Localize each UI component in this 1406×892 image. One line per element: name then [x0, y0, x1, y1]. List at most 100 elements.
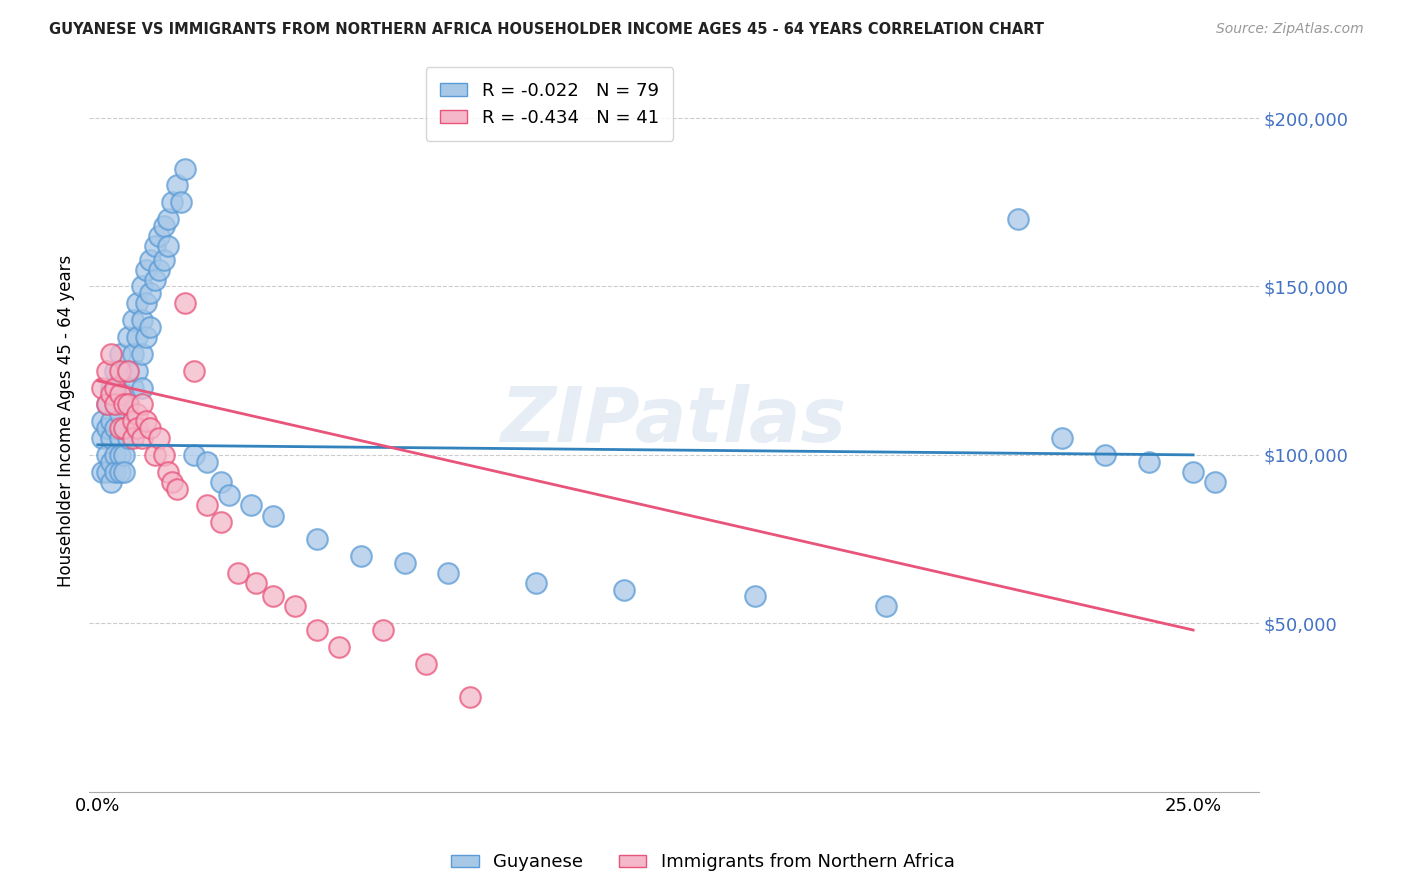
Point: [108, 387, 131, 401]
Point: [104, 397, 127, 411]
Point: [100, 475, 122, 489]
Point: [96, 448, 118, 462]
Point: [112, 465, 135, 479]
Point: [108, 431, 131, 445]
Point: [131, 347, 153, 361]
Point: [156, 239, 179, 253]
Point: [284, 599, 307, 614]
Point: [209, 475, 232, 489]
Point: [1007, 212, 1029, 227]
Point: [131, 397, 153, 411]
Point: [245, 575, 267, 590]
Point: [218, 488, 240, 502]
Point: [328, 640, 350, 654]
Point: [127, 330, 149, 344]
Point: [112, 421, 135, 435]
Point: [139, 286, 162, 301]
Point: [104, 421, 127, 435]
Point: [139, 252, 162, 267]
Point: [524, 575, 547, 590]
Point: [394, 556, 416, 570]
Point: [104, 448, 127, 462]
Y-axis label: Householder Income Ages 45 - 64 years: Householder Income Ages 45 - 64 years: [58, 255, 75, 587]
Point: [117, 330, 139, 344]
Point: [122, 313, 145, 327]
Point: [371, 623, 394, 637]
Point: [875, 599, 897, 614]
Point: [96, 421, 118, 435]
Point: [305, 623, 328, 637]
Point: [143, 239, 166, 253]
Point: [108, 347, 131, 361]
Point: [91, 465, 114, 479]
Text: GUYANESE VS IMMIGRANTS FROM NORTHERN AFRICA HOUSEHOLDER INCOME AGES 45 - 64 YEAR: GUYANESE VS IMMIGRANTS FROM NORTHERN AFR…: [49, 22, 1045, 37]
Point: [104, 397, 127, 411]
Point: [108, 421, 131, 435]
Point: [117, 364, 139, 378]
Point: [117, 397, 139, 411]
Point: [96, 397, 118, 411]
Point: [135, 262, 157, 277]
Point: [195, 499, 218, 513]
Point: [91, 431, 114, 445]
Point: [127, 296, 149, 310]
Point: [183, 364, 205, 378]
Point: [195, 454, 218, 468]
Point: [135, 330, 157, 344]
Point: [104, 380, 127, 394]
Point: [91, 380, 114, 394]
Point: [148, 229, 170, 244]
Point: [122, 380, 145, 394]
Point: [744, 590, 766, 604]
Point: [156, 212, 179, 227]
Point: [226, 566, 249, 580]
Point: [170, 195, 193, 210]
Point: [152, 252, 174, 267]
Point: [135, 296, 157, 310]
Point: [117, 364, 139, 378]
Point: [131, 431, 153, 445]
Point: [143, 273, 166, 287]
Point: [112, 421, 135, 435]
Point: [122, 431, 145, 445]
Point: [112, 397, 135, 411]
Point: [112, 448, 135, 462]
Point: [96, 364, 118, 378]
Point: [100, 347, 122, 361]
Point: [100, 431, 122, 445]
Point: [166, 178, 188, 193]
Point: [1137, 454, 1160, 468]
Point: [350, 549, 373, 563]
Point: [162, 195, 184, 210]
Point: [104, 364, 127, 378]
Point: [100, 414, 122, 428]
Point: [174, 161, 197, 176]
Point: [127, 408, 149, 422]
Legend: Guyanese, Immigrants from Northern Africa: Guyanese, Immigrants from Northern Afric…: [444, 847, 962, 879]
Point: [458, 690, 481, 705]
Text: ZIPatlas: ZIPatlas: [501, 384, 846, 458]
Point: [100, 380, 122, 394]
Point: [139, 421, 162, 435]
Point: [139, 319, 162, 334]
Point: [122, 347, 145, 361]
Point: [135, 414, 157, 428]
Point: [112, 387, 135, 401]
Point: [108, 408, 131, 422]
Text: Source: ZipAtlas.com: Source: ZipAtlas.com: [1216, 22, 1364, 37]
Point: [437, 566, 460, 580]
Legend: R = -0.022   N = 79, R = -0.434   N = 41: R = -0.022 N = 79, R = -0.434 N = 41: [426, 67, 673, 141]
Point: [96, 397, 118, 411]
Point: [152, 219, 174, 233]
Point: [240, 499, 263, 513]
Point: [262, 508, 284, 523]
Point: [122, 414, 145, 428]
Point: [91, 414, 114, 428]
Point: [117, 397, 139, 411]
Point: [108, 465, 131, 479]
Point: [166, 482, 188, 496]
Point: [127, 421, 149, 435]
Point: [148, 262, 170, 277]
Point: [108, 448, 131, 462]
Point: [174, 296, 197, 310]
